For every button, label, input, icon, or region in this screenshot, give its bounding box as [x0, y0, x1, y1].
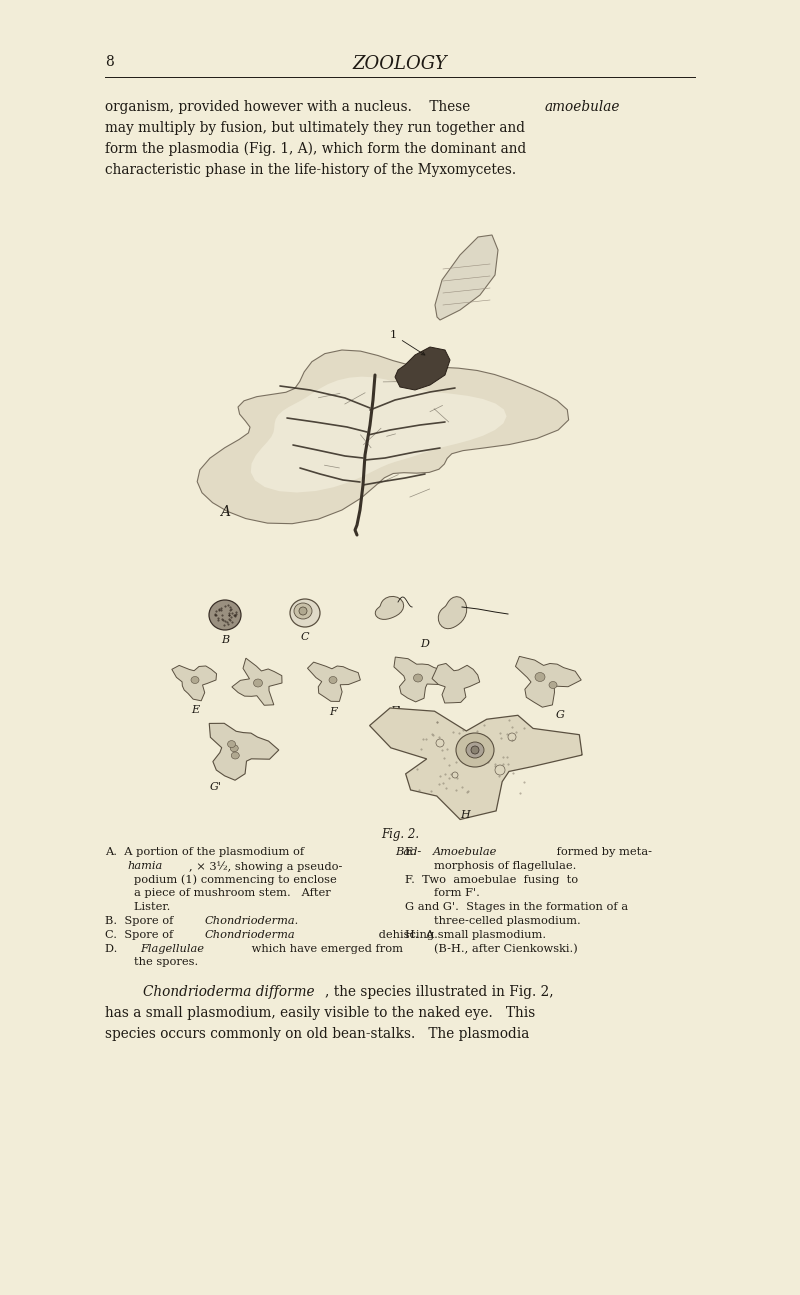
- Polygon shape: [375, 597, 404, 619]
- Text: , × 3½, showing a pseudo-: , × 3½, showing a pseudo-: [189, 861, 342, 872]
- Polygon shape: [515, 657, 582, 707]
- Text: E: E: [191, 704, 199, 715]
- Ellipse shape: [290, 600, 320, 627]
- Ellipse shape: [471, 746, 479, 754]
- Polygon shape: [370, 708, 582, 820]
- Text: organism, provided however with a nucleus.    These: organism, provided however with a nucleu…: [105, 100, 474, 114]
- Text: G: G: [555, 710, 565, 720]
- Polygon shape: [394, 657, 450, 702]
- Text: ZOOLOGY: ZOOLOGY: [353, 54, 447, 73]
- Text: H: H: [460, 809, 470, 820]
- Text: morphosis of flagellulae.: morphosis of flagellulae.: [405, 861, 576, 870]
- Text: F.  Two  amoebulae  fusing  to: F. Two amoebulae fusing to: [405, 874, 578, 884]
- Ellipse shape: [294, 603, 312, 619]
- Ellipse shape: [227, 741, 235, 747]
- Ellipse shape: [456, 733, 494, 767]
- Ellipse shape: [414, 673, 422, 682]
- Text: hamia: hamia: [127, 861, 162, 870]
- Text: G and G'.  Stages in the formation of a: G and G'. Stages in the formation of a: [405, 903, 628, 912]
- Text: G': G': [210, 782, 222, 793]
- Text: H.  A small plasmodium.: H. A small plasmodium.: [405, 930, 546, 940]
- Text: Bad-: Bad-: [395, 847, 422, 857]
- Text: 8: 8: [105, 54, 114, 69]
- Text: characteristic phase in the life-history of the Myxomycetes.: characteristic phase in the life-history…: [105, 163, 516, 177]
- Text: podium (1) commencing to enclose: podium (1) commencing to enclose: [105, 874, 337, 886]
- Polygon shape: [395, 347, 450, 390]
- Text: A.  A portion of the plasmodium of: A. A portion of the plasmodium of: [105, 847, 308, 857]
- Text: D.: D.: [105, 944, 125, 953]
- Text: D: D: [421, 638, 430, 649]
- Text: Chondrioderma: Chondrioderma: [205, 930, 296, 940]
- Text: Chondrioderma.: Chondrioderma.: [205, 916, 299, 926]
- Text: Flagellulae: Flagellulae: [140, 944, 204, 953]
- Text: form the plasmodia (Fig. 1, A), which form the dominant and: form the plasmodia (Fig. 1, A), which fo…: [105, 142, 526, 157]
- Polygon shape: [307, 662, 360, 702]
- Polygon shape: [232, 658, 282, 706]
- Ellipse shape: [209, 600, 241, 629]
- Text: which have emerged from: which have emerged from: [248, 944, 403, 953]
- Ellipse shape: [466, 742, 484, 758]
- Ellipse shape: [230, 745, 238, 751]
- Text: Chondrioderma difforme: Chondrioderma difforme: [143, 985, 314, 998]
- Text: (B-H., after Cienkowski.): (B-H., after Cienkowski.): [405, 944, 578, 954]
- Text: amoebulae: amoebulae: [545, 100, 621, 114]
- Text: B: B: [221, 635, 229, 645]
- Text: A: A: [220, 505, 230, 519]
- Text: Amoebulae: Amoebulae: [433, 847, 498, 857]
- Polygon shape: [438, 597, 466, 628]
- Text: a piece of mushroom stem.   After: a piece of mushroom stem. After: [105, 888, 330, 899]
- Text: has a small plasmodium, easily visible to the naked eye.   This: has a small plasmodium, easily visible t…: [105, 1006, 535, 1020]
- Ellipse shape: [549, 681, 557, 689]
- Text: C: C: [301, 632, 310, 642]
- Text: three-celled plasmodium.: three-celled plasmodium.: [405, 916, 581, 926]
- Text: Lister.: Lister.: [105, 903, 170, 912]
- Text: species occurs commonly on old bean-stalks.   The plasmodia: species occurs commonly on old bean-stal…: [105, 1027, 530, 1041]
- Polygon shape: [172, 666, 217, 701]
- Text: E.: E.: [405, 847, 424, 857]
- Text: Fig. 2.: Fig. 2.: [381, 828, 419, 840]
- Polygon shape: [250, 377, 506, 492]
- Ellipse shape: [191, 676, 199, 684]
- Ellipse shape: [254, 679, 262, 688]
- Polygon shape: [210, 724, 279, 780]
- Polygon shape: [198, 350, 569, 523]
- Text: formed by meta-: formed by meta-: [553, 847, 652, 857]
- Ellipse shape: [231, 752, 239, 759]
- Text: F: F: [329, 707, 337, 717]
- Text: C.  Spore of: C. Spore of: [105, 930, 177, 940]
- Text: the spores.: the spores.: [105, 957, 198, 967]
- Ellipse shape: [329, 676, 337, 684]
- Polygon shape: [432, 663, 480, 703]
- Text: F': F': [390, 706, 402, 716]
- Text: B.  Spore of: B. Spore of: [105, 916, 177, 926]
- Text: , the species illustrated in Fig. 2,: , the species illustrated in Fig. 2,: [325, 985, 554, 998]
- Polygon shape: [435, 234, 498, 320]
- Text: form F'.: form F'.: [405, 888, 480, 899]
- Text: 1: 1: [390, 330, 425, 355]
- Ellipse shape: [299, 607, 307, 615]
- Text: dehiscing.: dehiscing.: [375, 930, 438, 940]
- Ellipse shape: [535, 672, 545, 681]
- Text: may multiply by fusion, but ultimately they run together and: may multiply by fusion, but ultimately t…: [105, 120, 525, 135]
